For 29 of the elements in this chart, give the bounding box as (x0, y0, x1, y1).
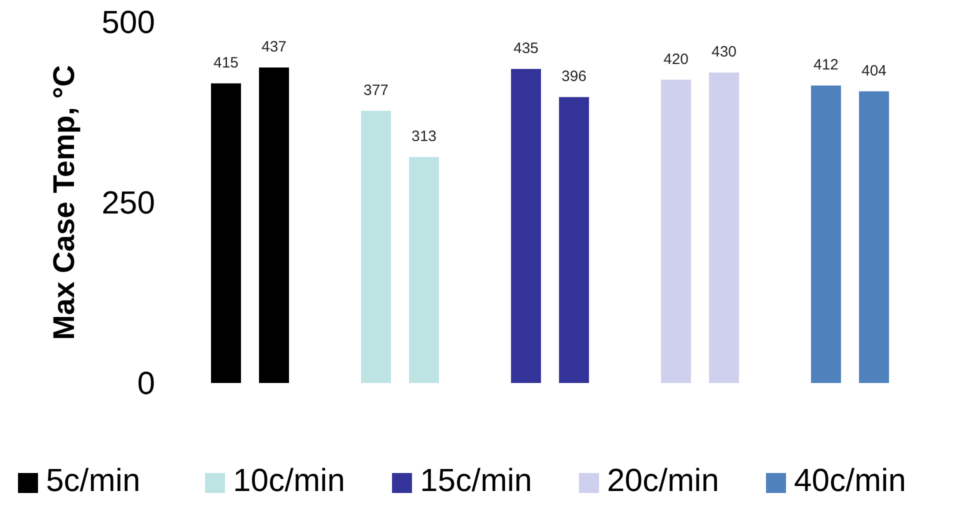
bar (559, 97, 589, 383)
bar (511, 68, 541, 383)
y-tick-label: 500 (102, 4, 155, 40)
bar (211, 83, 241, 383)
legend-label: 5c/min (46, 462, 140, 498)
data-label: 404 (861, 62, 887, 80)
data-label: 396 (561, 68, 587, 86)
bar (361, 110, 391, 383)
legend-label: 10c/min (233, 462, 346, 498)
legend-label: 40c/min (794, 462, 906, 498)
data-label: 415 (213, 54, 239, 72)
bar (409, 157, 439, 383)
legend-label: 20c/min (607, 462, 720, 498)
y-tick-label: 0 (137, 365, 155, 402)
bar (859, 91, 889, 383)
data-label: 313 (411, 128, 437, 146)
data-label: 412 (813, 56, 839, 74)
bar (709, 72, 739, 383)
bar (259, 67, 289, 383)
y-axis-title: Max Case Temp, °C (48, 65, 81, 340)
bar (811, 86, 841, 383)
data-label: 377 (363, 82, 389, 99)
legend-label: 15c/min (420, 462, 532, 498)
bar (661, 80, 691, 383)
data-label: 437 (261, 38, 287, 56)
data-label: 420 (663, 50, 689, 68)
data-label: 435 (513, 40, 539, 57)
y-tick-label: 250 (102, 184, 155, 221)
data-label: 430 (711, 44, 737, 61)
